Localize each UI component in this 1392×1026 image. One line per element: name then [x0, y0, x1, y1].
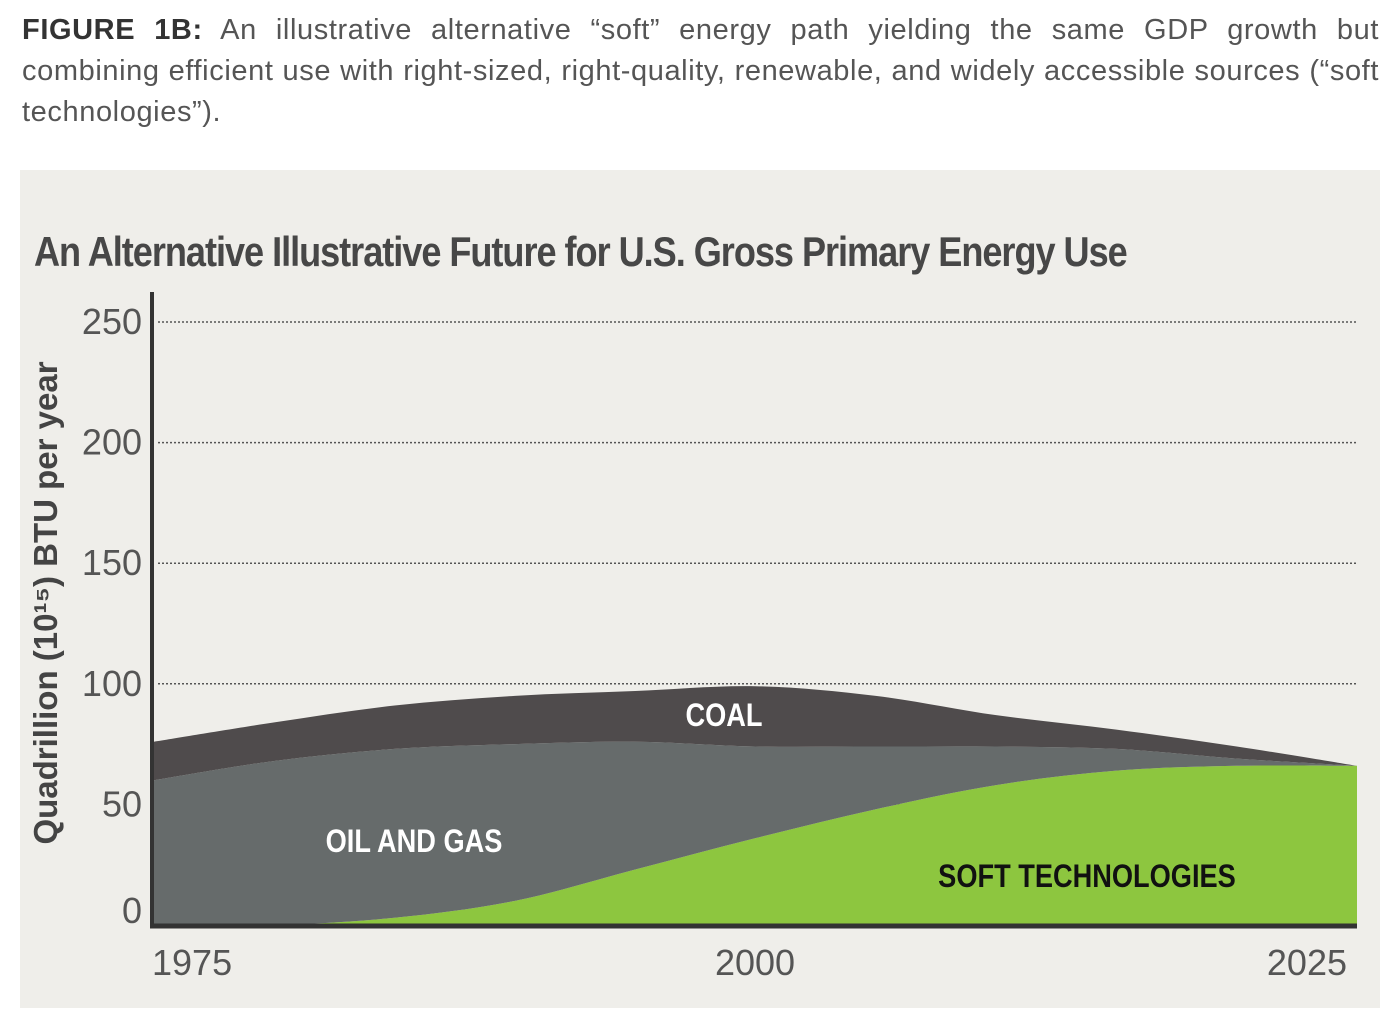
- y-tick-label-0: 0: [122, 890, 142, 931]
- area-oil-and-gas: [154, 741, 1357, 926]
- x-tick-label-1975: 1975: [152, 942, 232, 983]
- figure-caption-text: An illustrative alternative “soft” energ…: [22, 14, 1379, 128]
- x-tick-label-2000: 2000: [715, 942, 795, 983]
- figure-caption: FIGURE 1B: An illustrative alternative “…: [22, 10, 1379, 133]
- area-soft-technologies: [154, 765, 1357, 926]
- chart-title: An Alternative Illustrative Future for U…: [34, 228, 1128, 275]
- area-coal: [154, 686, 1357, 781]
- y-tick-label-250: 250: [82, 301, 142, 342]
- x-tick-label-2025: 2025: [1267, 942, 1347, 983]
- y-tick-label-200: 200: [82, 422, 142, 463]
- y-tick-label-150: 150: [82, 542, 142, 583]
- y-tick-label-100: 100: [82, 663, 142, 704]
- y-tick-label-50: 50: [102, 783, 142, 824]
- area-label-coal: COAL: [685, 698, 762, 734]
- area-label-oil-and-gas: OIL AND GAS: [326, 824, 503, 860]
- area-label-soft-technologies: SOFT TECHNOLOGIES: [938, 859, 1236, 895]
- figure-label: FIGURE 1B:: [22, 14, 203, 46]
